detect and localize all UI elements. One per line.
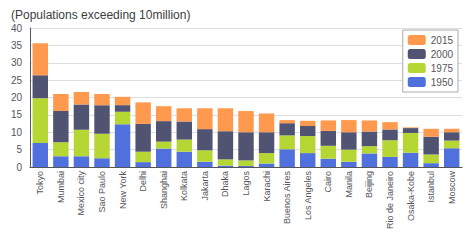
svg-text:Lagos: Lagos (241, 171, 251, 196)
svg-text:30: 30 (11, 57, 23, 68)
svg-text:20: 20 (11, 92, 23, 103)
svg-text:0: 0 (16, 162, 22, 173)
svg-text:Jakarta: Jakarta (200, 171, 210, 201)
svg-text:10: 10 (11, 127, 23, 138)
svg-text:Beijing: Beijing (364, 171, 374, 198)
svg-text:Rio de Janeiro: Rio de Janeiro (385, 171, 395, 229)
svg-text:Moscow: Moscow (447, 171, 457, 205)
svg-text:Mexico city: Mexico city (76, 171, 86, 216)
svg-text:1950: 1950 (431, 77, 454, 88)
svg-text:Manila: Manila (344, 171, 354, 198)
svg-text:Tokyo: Tokyo (35, 171, 45, 195)
svg-text:15: 15 (11, 109, 23, 120)
svg-text:Mumbai: Mumbai (56, 171, 66, 203)
svg-text:(Populations exceeding 10milli: (Populations exceeding 10million) (11, 8, 190, 22)
svg-text:New York: New York (118, 171, 128, 210)
svg-text:Dhaka: Dhaka (220, 171, 230, 197)
svg-text:Shanghai: Shanghai (159, 171, 169, 209)
svg-text:Osaka-Kobe: Osaka-Kobe (406, 171, 416, 221)
svg-text:Buenos Aires: Buenos Aires (282, 171, 292, 225)
svg-text:5: 5 (16, 144, 22, 155)
svg-text:40: 40 (11, 23, 23, 34)
svg-text:Kolkata: Kolkata (179, 171, 189, 201)
svg-text:Sao Paulo: Sao Paulo (97, 171, 107, 213)
svg-text:Istanbul: Istanbul (426, 171, 436, 203)
svg-text:Karachi: Karachi (262, 171, 272, 202)
svg-text:Cairo: Cairo (323, 171, 333, 193)
svg-text:25: 25 (11, 75, 23, 86)
svg-text:Delhi: Delhi (138, 171, 148, 192)
svg-text:1975: 1975 (431, 63, 454, 74)
svg-text:Los Angeles: Los Angeles (303, 171, 313, 221)
svg-text:2015: 2015 (431, 35, 454, 46)
svg-text:35: 35 (11, 40, 23, 51)
svg-text:2000: 2000 (431, 49, 454, 60)
